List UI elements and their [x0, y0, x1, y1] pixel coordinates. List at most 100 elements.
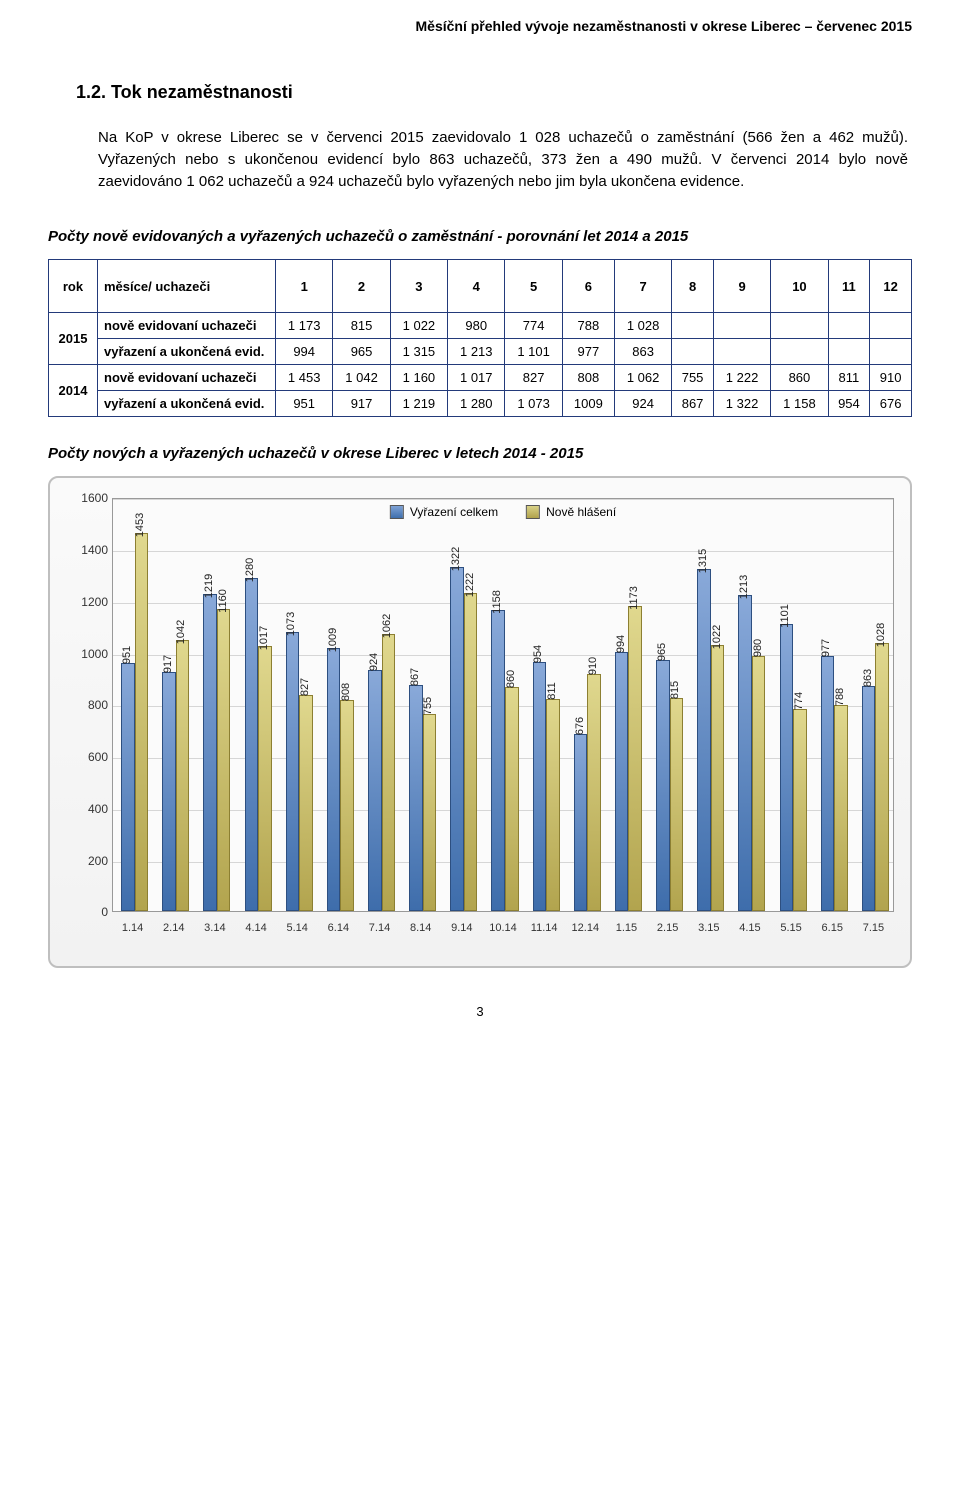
th-rok: rok	[49, 260, 98, 313]
bar-face	[505, 687, 519, 912]
value-cell: 1 022	[390, 313, 447, 339]
bar-face	[258, 646, 272, 911]
th-month: 11	[828, 260, 870, 313]
value-cell: 1 017	[448, 365, 505, 391]
bar: 1022	[711, 647, 723, 911]
bar-group: 954811	[533, 497, 558, 911]
value-cell: 1 158	[771, 391, 828, 417]
bar-face	[327, 648, 341, 911]
th-month: 8	[672, 260, 714, 313]
chart-area: Vyřazení celkemNově hlášení 951145391710…	[58, 490, 902, 960]
bar: 860	[505, 689, 517, 912]
value-cell	[672, 313, 714, 339]
bar-value-label: 811	[546, 683, 558, 701]
table-row: 2014nově evidovaní uchazeči1 4531 0421 1…	[49, 365, 912, 391]
value-cell: 1 028	[614, 313, 671, 339]
x-tick-label: 7.14	[369, 922, 390, 934]
x-tick-label: 7.15	[863, 922, 884, 934]
bar-value-label: 1073	[285, 611, 297, 635]
bar: 811	[546, 701, 558, 911]
bar-face	[162, 672, 176, 911]
bar-face	[382, 634, 396, 911]
table-caption: Počty nově evidovaných a vyřazených ucha…	[48, 228, 912, 245]
bar-group: 676910	[574, 497, 599, 911]
bar-group: 13221222	[450, 497, 475, 911]
bar-group: 1101774	[780, 497, 805, 911]
value-cell: 954	[828, 391, 870, 417]
bar: 755	[423, 716, 435, 911]
bar-face	[875, 643, 889, 911]
table-body: 2015nově evidovaní uchazeči1 1738151 022…	[49, 313, 912, 417]
bar-face	[546, 699, 560, 911]
comparison-table: rok měsíce/ uchazeči 123456789101112 201…	[48, 259, 912, 417]
table-header-row: rok měsíce/ uchazeči 123456789101112	[49, 260, 912, 313]
value-cell: 676	[870, 391, 912, 417]
y-tick-label: 1600	[58, 491, 108, 505]
th-month: 7	[614, 260, 671, 313]
bar-face	[491, 610, 505, 912]
bar-value-label: 954	[532, 645, 544, 663]
bar-face	[628, 606, 642, 912]
bar-face	[670, 698, 684, 911]
value-cell	[870, 313, 912, 339]
value-cell: 1 453	[276, 365, 333, 391]
bar-value-label: 1280	[244, 558, 256, 582]
bar: 1213	[738, 597, 750, 911]
value-cell: 1 101	[505, 339, 562, 365]
value-cell: 1 042	[333, 365, 390, 391]
bar-value-label: 1160	[217, 589, 229, 613]
bar-value-label: 1173	[628, 586, 640, 610]
value-cell	[771, 313, 828, 339]
bar: 994	[615, 654, 627, 911]
bar-value-label: 1453	[134, 513, 146, 537]
bar-value-label: 1222	[464, 573, 476, 597]
table-row: vyřazení a ukončená evid.9519171 2191 28…	[49, 391, 912, 417]
bar-value-label: 924	[368, 653, 380, 671]
bar: 1101	[780, 626, 792, 911]
table-row: vyřazení a ukončená evid.9949651 3151 21…	[49, 339, 912, 365]
x-tick-label: 12.14	[572, 922, 600, 934]
bar: 1453	[135, 535, 147, 911]
value-cell: 774	[505, 313, 562, 339]
bar-value-label: 1322	[450, 547, 462, 571]
value-cell: 924	[614, 391, 671, 417]
bar: 1073	[286, 634, 298, 912]
bar-face	[176, 640, 190, 912]
x-tick-label: 5.14	[286, 922, 307, 934]
bar: 954	[533, 664, 545, 911]
bar: 965	[656, 662, 668, 912]
x-tick-label: 9.14	[451, 922, 472, 934]
x-tick-label: 1.14	[122, 922, 143, 934]
bar-face	[587, 674, 601, 911]
bar-value-label: 867	[409, 668, 421, 686]
bar-value-label: 755	[422, 697, 434, 715]
bar: 977	[821, 658, 833, 911]
value-cell: 910	[870, 365, 912, 391]
bar: 1017	[258, 648, 270, 911]
bar-group: 1213980	[738, 497, 763, 911]
bar-value-label: 980	[752, 639, 764, 657]
row-label: vyřazení a ukončená evid.	[98, 339, 276, 365]
bar-face	[464, 593, 478, 911]
bar-face	[340, 700, 354, 911]
bar-value-label: 965	[656, 642, 668, 660]
chart-caption: Počty nových a vyřazených uchazečů v okr…	[48, 445, 912, 462]
bar-value-label: 1028	[875, 623, 887, 647]
bar: 910	[587, 676, 599, 911]
bar-face	[286, 632, 300, 912]
bar: 788	[834, 707, 846, 911]
value-cell: 980	[448, 313, 505, 339]
y-tick-label: 0	[58, 905, 108, 919]
value-cell: 1 322	[713, 391, 770, 417]
bar: 867	[409, 687, 421, 911]
bar: 1062	[382, 636, 394, 911]
value-cell	[870, 339, 912, 365]
row-label: nově evidovaní uchazeči	[98, 365, 276, 391]
value-cell: 867	[672, 391, 714, 417]
bar-face	[121, 663, 135, 911]
x-tick-label: 1.15	[616, 922, 637, 934]
x-tick-label: 2.14	[163, 922, 184, 934]
bar-value-label: 977	[820, 639, 832, 657]
bar: 1160	[217, 611, 229, 911]
bar-face	[299, 695, 313, 911]
